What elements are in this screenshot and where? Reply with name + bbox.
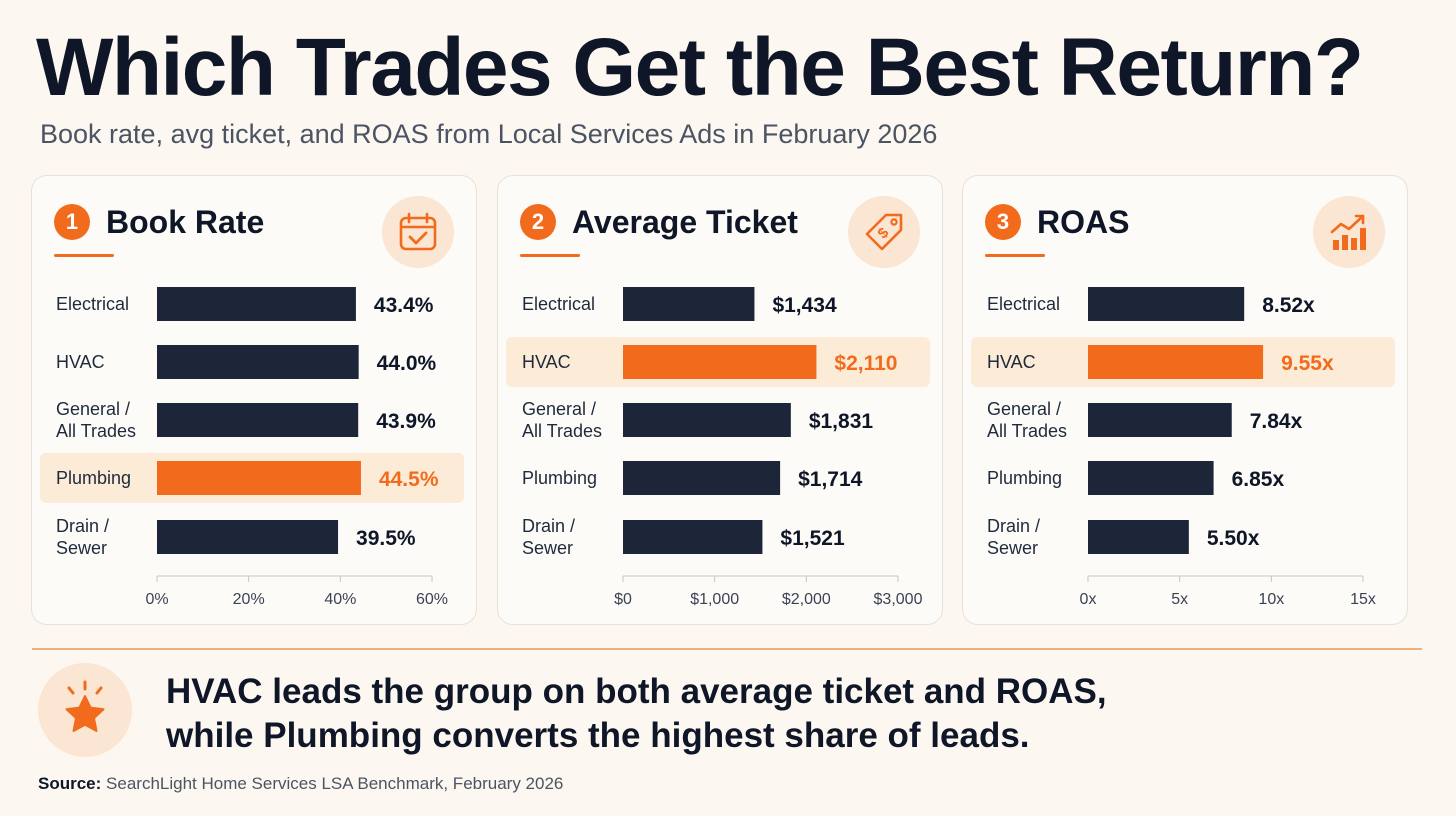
average-ticket-panel: 2 Average Ticket $ Electrical $1,434 HVAC $… (497, 175, 943, 625)
category-label: Plumbing (56, 468, 131, 488)
key-takeaway: HVAC leads the group on both average tic… (166, 670, 1107, 758)
average-ticket-chart: Electrical $1,434 HVAC $2,110 General / All T… (506, 287, 930, 608)
bar (623, 287, 755, 321)
category-label: General / All Trades (56, 399, 136, 441)
title-underline (54, 254, 114, 257)
panel-header: 1 Book Rate (54, 200, 454, 248)
panel-header: 2 Average Ticket (520, 200, 920, 248)
category-label: Drain / Sewer (987, 516, 1040, 558)
value-label: $1,434 (772, 294, 837, 317)
category-label: HVAC (987, 352, 1036, 372)
panel-number-badge: 3 (985, 204, 1021, 240)
category-label: HVAC (56, 352, 105, 372)
bar (1088, 287, 1245, 321)
tick-label: $1,000 (690, 591, 739, 608)
value-label: 6.85x (1232, 468, 1285, 491)
source-text: SearchLight Home Services LSA Benchmark,… (106, 774, 564, 793)
book-rate-chart: Electrical 43.4% HVAC 44.0% General / All Tra… (40, 287, 464, 608)
category-label: Plumbing (987, 468, 1062, 488)
value-label: 43.4% (374, 294, 434, 317)
category-label: General / All Trades (522, 399, 602, 441)
tick-label: 20% (233, 591, 265, 608)
value-label: 5.50x (1207, 527, 1260, 550)
bar (623, 403, 791, 437)
value-label: 44.5% (379, 468, 439, 491)
bar (157, 461, 361, 495)
panel-title: Book Rate (106, 204, 265, 240)
value-label: $1,521 (780, 527, 845, 550)
category-label: General / All Trades (987, 399, 1067, 441)
panel-number-badge: 1 (54, 204, 90, 240)
value-label: $1,714 (798, 468, 863, 491)
value-label: $2,110 (834, 352, 897, 375)
tick-label: 60% (416, 591, 448, 608)
calendar-check-icon (382, 196, 454, 268)
bar (1088, 403, 1232, 437)
growth-chart-icon (1313, 196, 1385, 268)
takeaway-line-1: HVAC leads the group on both average tic… (166, 672, 1107, 711)
roas-chart: Electrical 8.52x HVAC 9.55x General / All Tra… (971, 287, 1395, 608)
category-label: Plumbing (522, 468, 597, 488)
tick-label: 0x (1080, 591, 1097, 608)
bar (157, 287, 356, 321)
category-label: Electrical (987, 294, 1060, 314)
value-label: 39.5% (356, 527, 416, 550)
bar (623, 461, 781, 495)
price-tag-icon: $ (848, 196, 920, 268)
bar (623, 345, 817, 379)
section-divider (32, 648, 1422, 650)
value-label: 9.55x (1281, 352, 1334, 375)
bar (1088, 345, 1264, 379)
tick-label: $2,000 (782, 591, 831, 608)
page-subtitle: Book rate, avg ticket, and ROAS from Loc… (40, 119, 938, 149)
panel-header: 3 ROAS (985, 200, 1385, 248)
source-label: Source: (38, 774, 102, 793)
bar (157, 403, 359, 437)
title-underline (520, 254, 580, 257)
category-label: Electrical (522, 294, 595, 314)
takeaway-line-2: while Plumbing converts the highest shar… (166, 716, 1030, 755)
value-label: 8.52x (1262, 294, 1315, 317)
bar (157, 345, 359, 379)
bar (623, 520, 763, 554)
value-label: 7.84x (1250, 410, 1303, 433)
star-icon (38, 663, 132, 757)
page-title: Which Trades Get the Best Return? (36, 22, 1364, 113)
bar (1088, 461, 1214, 495)
tick-label: $3,000 (874, 591, 923, 608)
book-rate-panel: 1 Book Rate Electrical 43.4% HVAC 44.0% Gene… (31, 175, 477, 625)
panel-title: ROAS (1037, 204, 1130, 240)
value-label: 43.9% (376, 410, 436, 433)
category-label: Drain / Sewer (56, 516, 109, 558)
panel-number-badge: 2 (520, 204, 556, 240)
tick-label: 40% (324, 591, 356, 608)
tick-label: 5x (1171, 591, 1188, 608)
value-label: 44.0% (377, 352, 437, 375)
bar (1088, 520, 1189, 554)
category-label: Electrical (56, 294, 129, 314)
panel-title: Average Ticket (572, 204, 798, 240)
category-label: HVAC (522, 352, 571, 372)
tick-label: 15x (1350, 591, 1376, 608)
tick-label: 10x (1258, 591, 1284, 608)
category-label: Drain / Sewer (522, 516, 575, 558)
tick-label: 0% (145, 591, 168, 608)
source-note: Source: SearchLight Home Services LSA Be… (38, 774, 563, 794)
title-underline (985, 254, 1045, 257)
value-label: $1,831 (809, 410, 874, 433)
roas-panel: 3 ROAS Electrical 8.52x HVAC 9.55x General /… (962, 175, 1408, 625)
tick-label: $0 (614, 591, 632, 608)
bar (157, 520, 339, 554)
